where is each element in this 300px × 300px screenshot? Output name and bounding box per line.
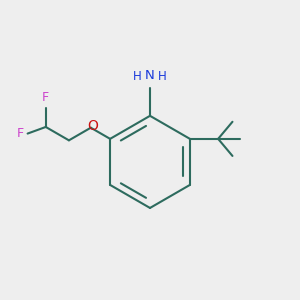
Text: F: F [42,91,49,104]
Text: N: N [145,69,155,82]
Text: H: H [158,70,167,83]
Text: H: H [133,70,142,83]
Text: F: F [17,127,24,140]
Text: O: O [87,119,98,133]
